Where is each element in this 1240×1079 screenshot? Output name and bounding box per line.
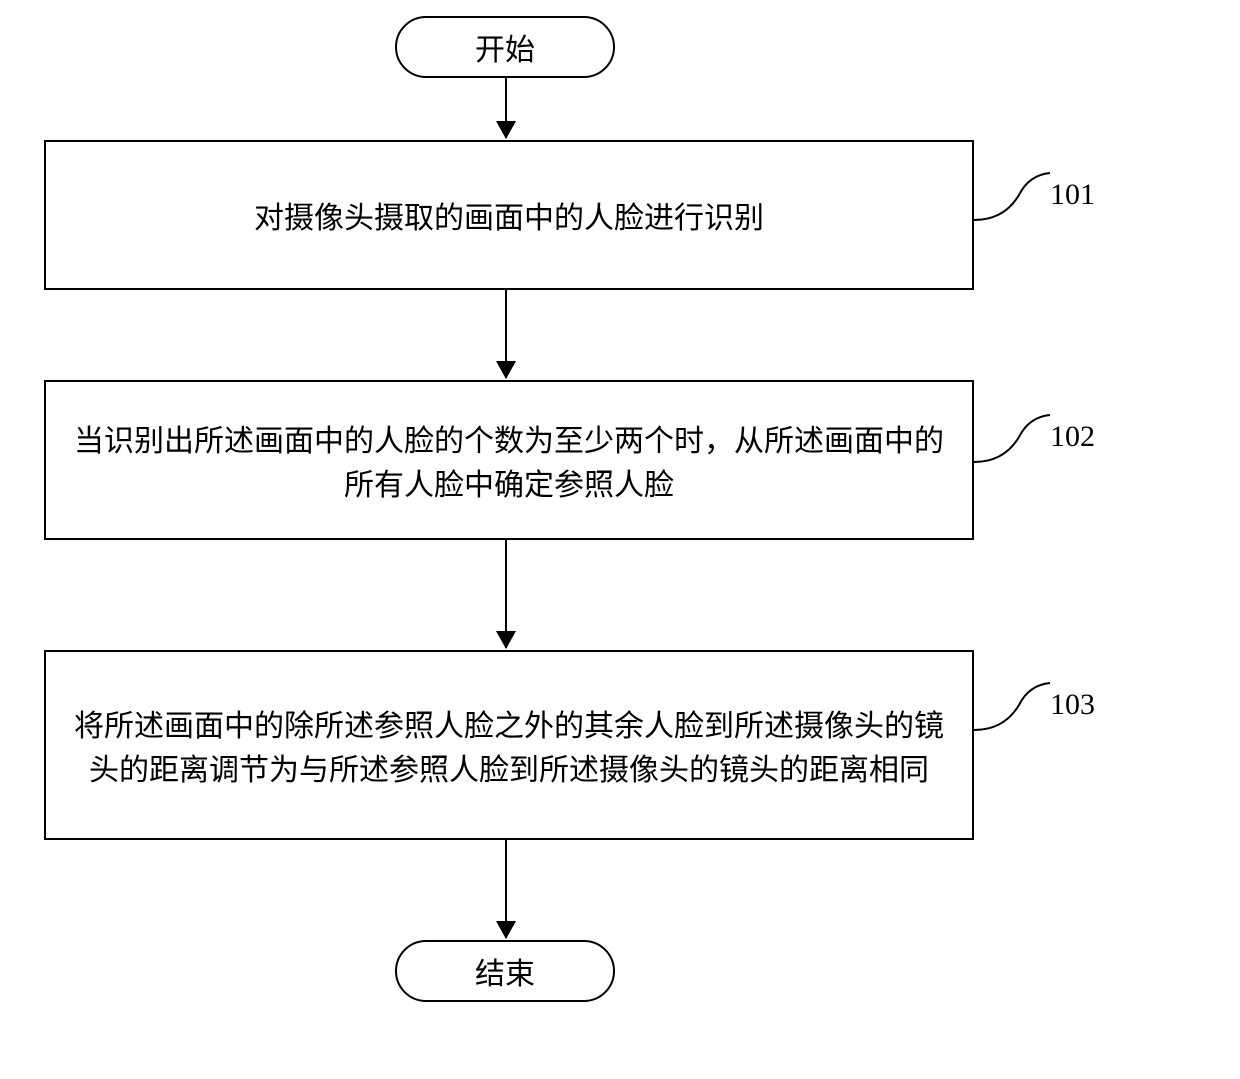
end-node: 结束 <box>395 940 615 1002</box>
arrow-start-step1 <box>505 78 507 138</box>
process-step-103-text: 将所述画面中的除所述参照人脸之外的其余人脸到所述摄像头的镜头的距离调节为与所述参… <box>70 701 948 789</box>
leader-102 <box>974 407 1050 467</box>
leader-103 <box>974 675 1050 735</box>
arrow-step1-step2 <box>505 290 507 378</box>
process-step-102-text: 当识别出所述画面中的人脸的个数为至少两个时，从所述画面中的所有人脸中确定参照人脸 <box>70 416 948 504</box>
leader-101 <box>974 165 1050 225</box>
flowchart-container: 开始 对摄像头摄取的画面中的人脸进行识别 101 当识别出所述画面中的人脸的个数… <box>0 0 1240 1079</box>
end-text: 结束 <box>475 949 535 993</box>
step-label-102: 102 <box>1050 420 1095 454</box>
arrow-step3-end <box>505 840 507 938</box>
process-step-102: 当识别出所述画面中的人脸的个数为至少两个时，从所述画面中的所有人脸中确定参照人脸 <box>44 380 974 540</box>
process-step-103: 将所述画面中的除所述参照人脸之外的其余人脸到所述摄像头的镜头的距离调节为与所述参… <box>44 650 974 840</box>
start-node: 开始 <box>395 16 615 78</box>
start-text: 开始 <box>475 25 535 69</box>
step-label-103: 103 <box>1050 688 1095 722</box>
process-step-101: 对摄像头摄取的画面中的人脸进行识别 <box>44 140 974 290</box>
process-step-101-text: 对摄像头摄取的画面中的人脸进行识别 <box>254 193 764 237</box>
arrow-step2-step3 <box>505 540 507 648</box>
step-label-101: 101 <box>1050 178 1095 212</box>
